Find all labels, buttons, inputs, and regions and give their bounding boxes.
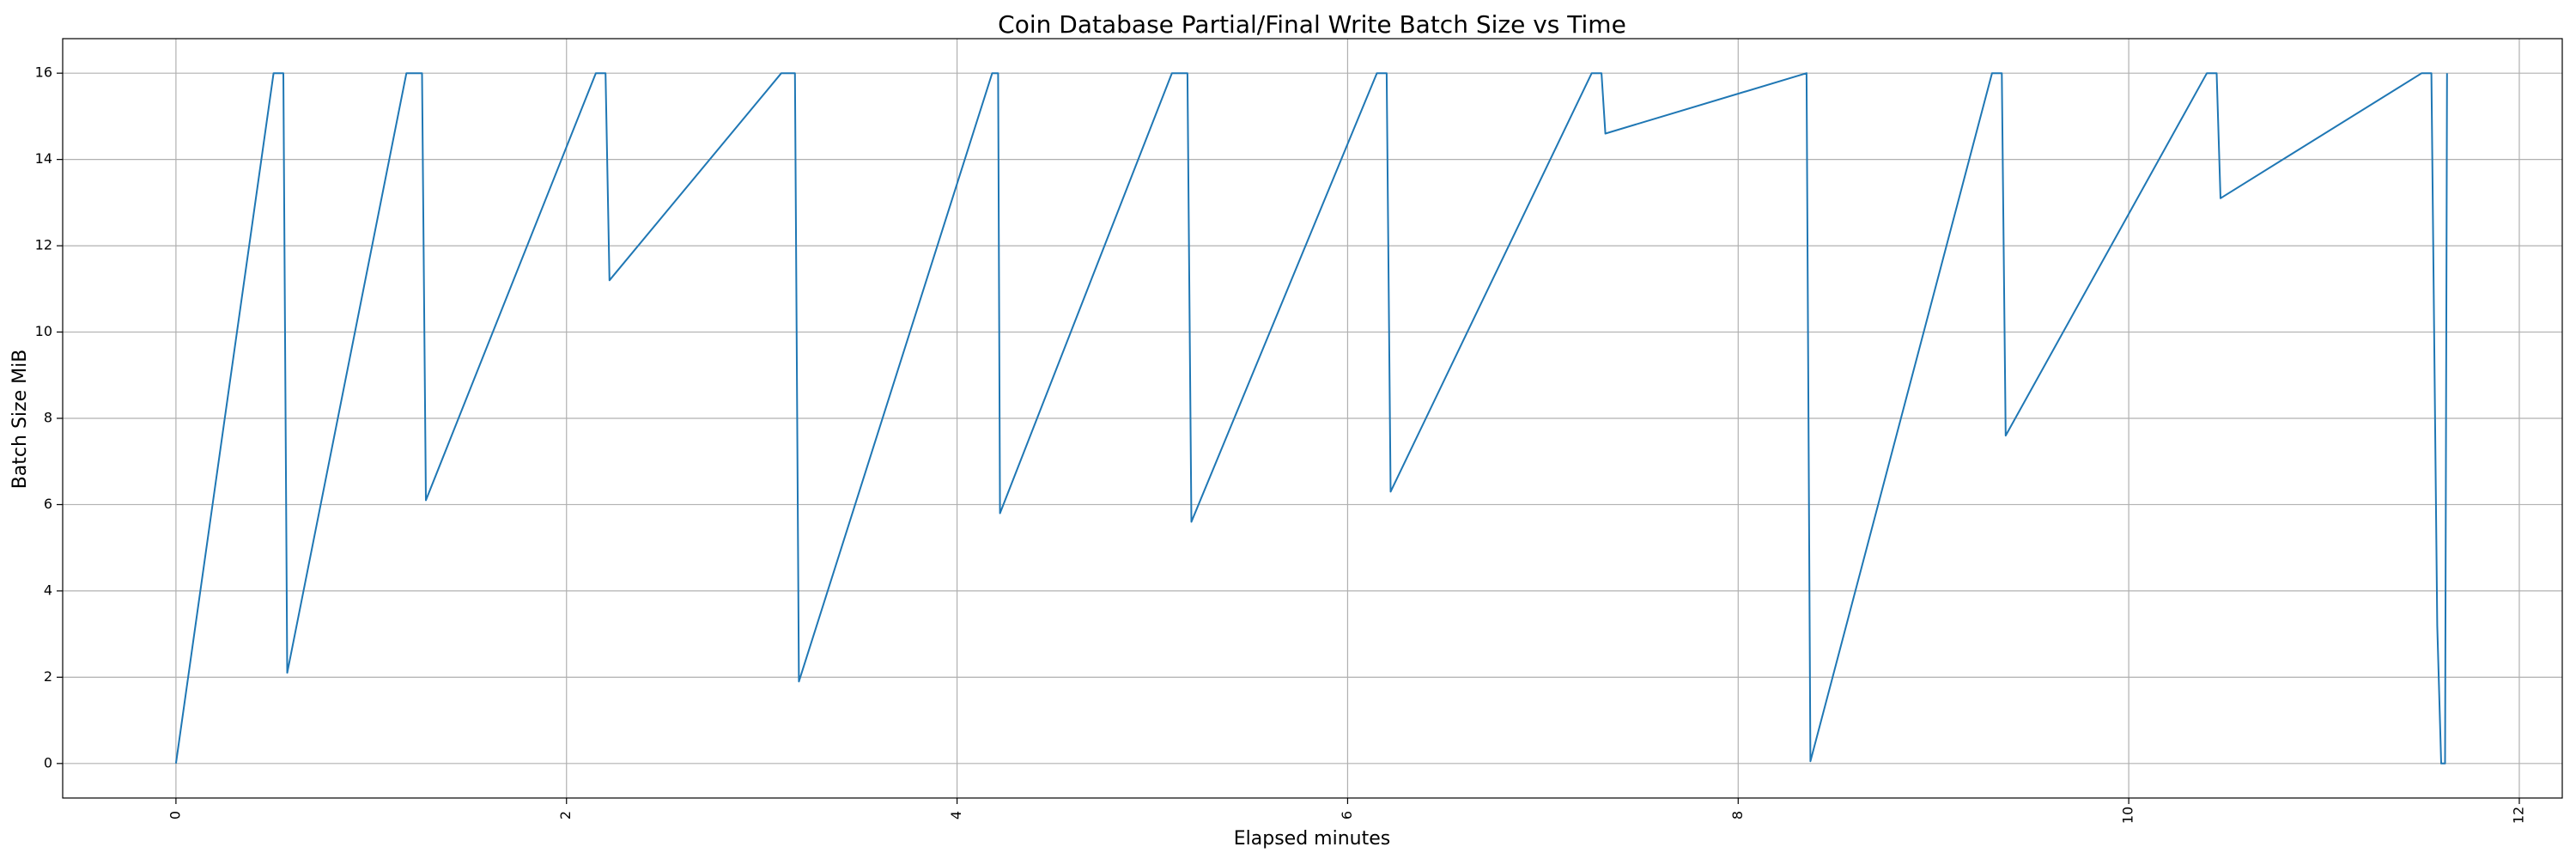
chart-title: Coin Database Partial/Final Write Batch … xyxy=(998,10,1626,39)
tick-layer: 0 2 4 6 8 10 12 0 2 4 6 8 10 12 14 16 xyxy=(35,64,2527,824)
y-tick-label: 14 xyxy=(35,150,52,167)
y-axis-title: Batch Size MiB xyxy=(9,350,31,490)
y-tick-label: 10 xyxy=(35,323,52,339)
x-tick-label: 12 xyxy=(2510,807,2526,824)
y-tick-label: 16 xyxy=(35,64,52,81)
line-layer xyxy=(174,72,2448,765)
y-tick-label: 8 xyxy=(44,410,52,426)
x-tick-label: 4 xyxy=(948,811,964,819)
x-tick-label: 6 xyxy=(1339,811,1355,819)
grid-layer xyxy=(63,39,2562,798)
x-tick-label: 10 xyxy=(2120,807,2136,824)
y-tick-label: 2 xyxy=(44,668,52,685)
y-tick-label: 0 xyxy=(44,754,52,771)
y-tick-label: 12 xyxy=(35,237,52,253)
x-axis-title: Elapsed minutes xyxy=(1234,828,1390,850)
y-tick-label: 6 xyxy=(44,496,52,512)
x-tick-label: 2 xyxy=(557,811,574,819)
x-tick-label: 0 xyxy=(167,811,183,819)
series-line xyxy=(174,72,2448,765)
y-tick-label: 4 xyxy=(44,582,52,598)
x-tick-label: 8 xyxy=(1729,811,1746,819)
